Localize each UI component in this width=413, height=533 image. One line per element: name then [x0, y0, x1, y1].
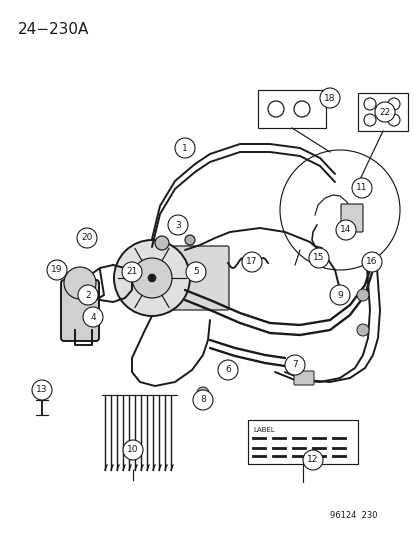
- Text: 11: 11: [356, 183, 367, 192]
- Circle shape: [284, 355, 304, 375]
- Circle shape: [302, 450, 322, 470]
- Text: 21: 21: [126, 268, 138, 277]
- Text: 19: 19: [51, 265, 63, 274]
- Text: 14: 14: [339, 225, 351, 235]
- Circle shape: [361, 252, 381, 272]
- FancyBboxPatch shape: [293, 371, 313, 385]
- Circle shape: [132, 258, 171, 298]
- Circle shape: [242, 252, 261, 272]
- FancyBboxPatch shape: [247, 420, 357, 464]
- FancyBboxPatch shape: [340, 204, 362, 232]
- Text: 18: 18: [323, 93, 335, 102]
- Text: 7: 7: [292, 360, 297, 369]
- Circle shape: [114, 240, 190, 316]
- Circle shape: [185, 235, 195, 245]
- Circle shape: [78, 285, 98, 305]
- Circle shape: [374, 102, 394, 122]
- Circle shape: [335, 220, 355, 240]
- Circle shape: [47, 260, 67, 280]
- Text: 24−230A: 24−230A: [18, 22, 89, 37]
- FancyBboxPatch shape: [357, 93, 407, 131]
- Text: 15: 15: [313, 254, 324, 262]
- Text: 3: 3: [175, 221, 180, 230]
- Circle shape: [154, 236, 169, 250]
- Text: 16: 16: [366, 257, 377, 266]
- Circle shape: [308, 248, 328, 268]
- Text: 12: 12: [306, 456, 318, 464]
- Circle shape: [356, 289, 368, 301]
- Circle shape: [351, 178, 371, 198]
- Circle shape: [185, 262, 206, 282]
- Circle shape: [64, 267, 96, 299]
- Circle shape: [192, 390, 212, 410]
- Circle shape: [147, 274, 156, 282]
- FancyBboxPatch shape: [61, 280, 99, 341]
- Circle shape: [356, 324, 368, 336]
- Circle shape: [319, 88, 339, 108]
- Text: 5: 5: [192, 268, 198, 277]
- Text: 6: 6: [225, 366, 230, 375]
- Circle shape: [197, 387, 209, 399]
- Text: LABEL: LABEL: [252, 427, 274, 433]
- Circle shape: [122, 262, 142, 282]
- Text: 13: 13: [36, 385, 47, 394]
- Circle shape: [168, 215, 188, 235]
- Text: 4: 4: [90, 312, 95, 321]
- Circle shape: [218, 360, 237, 380]
- Text: 17: 17: [246, 257, 257, 266]
- FancyBboxPatch shape: [257, 90, 325, 128]
- Text: 8: 8: [199, 395, 205, 405]
- Circle shape: [329, 285, 349, 305]
- Text: 10: 10: [127, 446, 138, 455]
- Text: 9: 9: [336, 290, 342, 300]
- Circle shape: [32, 380, 52, 400]
- Circle shape: [83, 307, 103, 327]
- Text: 1: 1: [182, 143, 188, 152]
- Text: 96124  230: 96124 230: [329, 511, 377, 520]
- Text: 2: 2: [85, 290, 90, 300]
- Circle shape: [77, 228, 97, 248]
- Circle shape: [123, 440, 142, 460]
- FancyBboxPatch shape: [159, 246, 228, 310]
- Text: 22: 22: [378, 108, 390, 117]
- Circle shape: [175, 138, 195, 158]
- Text: 20: 20: [81, 233, 93, 243]
